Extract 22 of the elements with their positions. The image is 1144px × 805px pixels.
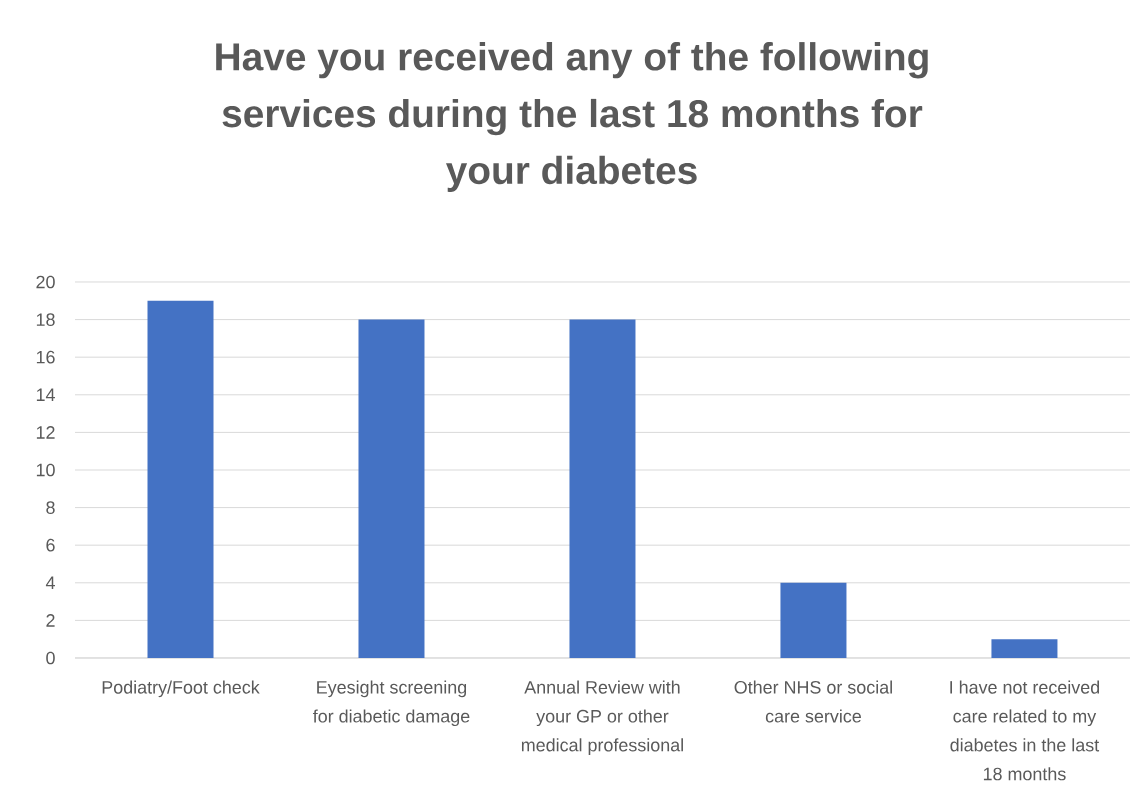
x-tick-label: Podiatry/Foot check (102, 680, 260, 698)
y-tick-label: 18 (36, 313, 55, 326)
x-tick-label: Other NHS or social care service (734, 680, 892, 723)
y-tick-label: 2 (46, 614, 55, 627)
bar (358, 319, 425, 658)
bar (780, 582, 847, 658)
x-tick-label: Annual Review with your GP or other medical professional (521, 680, 683, 755)
y-tick-label: 16 (36, 350, 55, 364)
y-tick-label: 8 (46, 501, 55, 514)
bar (147, 300, 214, 658)
chart-title: Have you received any of the following services during the last 18 months for your diabetes (216, 42, 928, 192)
x-tick-label: Eyesight screening for diabetic damage (312, 680, 470, 727)
y-tick-label: 6 (46, 538, 55, 552)
x-tick-label: I have not received care related to my diabetes in the last 18 months (950, 680, 1100, 781)
y-tick-label: 14 (36, 388, 55, 401)
bar (991, 639, 1058, 658)
y-tick-label: 20 (36, 275, 55, 289)
y-tick-label: 0 (46, 651, 55, 665)
y-tick-label: 4 (45, 576, 55, 589)
y-tick-label: 12 (36, 426, 55, 439)
y-tick-label: 10 (36, 463, 55, 477)
bar (569, 319, 636, 658)
